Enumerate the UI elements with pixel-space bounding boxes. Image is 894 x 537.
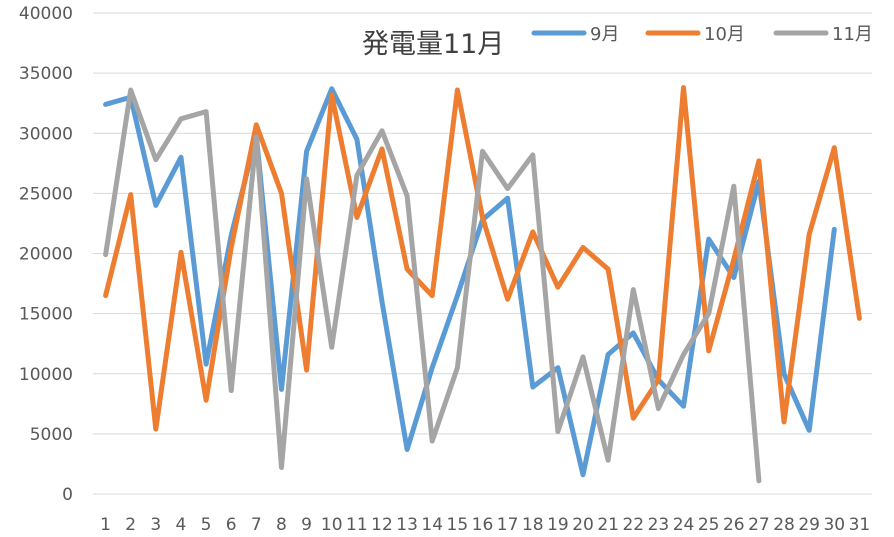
series-lines [103, 85, 862, 484]
x-tick-label: 16 [472, 515, 494, 535]
x-tick-label: 30 [823, 515, 845, 535]
x-tick-label: 27 [748, 515, 770, 535]
y-tick-label: 20000 [19, 245, 73, 265]
x-tick-label: 24 [673, 515, 695, 535]
x-tick-label: 6 [226, 515, 237, 535]
x-tick-label: 17 [497, 515, 519, 535]
x-tick-label: 12 [371, 515, 393, 535]
x-axis-ticks: 1 2 3 4 5 6 7 8 9 10 11 12 13 14 15 16 17 18 19 20 21 22 23 24 2… [100, 515, 870, 535]
x-tick-label: 25 [698, 515, 720, 535]
x-tick-label: 29 [798, 515, 820, 535]
x-tick-label: 11 [346, 515, 368, 535]
x-tick-label: 22 [622, 515, 644, 535]
x-tick-label: 15 [447, 515, 469, 535]
x-tick-label: 19 [547, 515, 569, 535]
chart-title: 発電量11月 [362, 29, 504, 60]
y-tick-label: 40000 [19, 4, 73, 24]
y-tick-label: 0 [62, 485, 73, 505]
x-tick-label: 20 [572, 515, 594, 535]
x-tick-label: 5 [201, 515, 212, 535]
x-tick-label: 28 [773, 515, 795, 535]
y-axis-ticks: 0 5000 10000 15000 20000 25000 30000 35000 40000 [19, 4, 73, 505]
x-tick-label: 4 [176, 515, 187, 535]
x-tick-label: 10 [321, 515, 343, 535]
x-tick-label: 23 [648, 515, 670, 535]
legend-label-2: 10月 [704, 24, 745, 45]
x-tick-label: 31 [849, 515, 871, 535]
x-tick-label: 13 [396, 515, 418, 535]
x-tick-label: 21 [597, 515, 619, 535]
x-tick-label: 9 [301, 515, 312, 535]
x-tick-label: 3 [150, 515, 161, 535]
series-line-3 [103, 87, 762, 484]
x-tick-label: 18 [522, 515, 544, 535]
y-tick-label: 15000 [19, 305, 73, 325]
x-tick-label: 26 [723, 515, 745, 535]
y-tick-label: 35000 [19, 64, 73, 84]
y-tick-label: 25000 [19, 184, 73, 204]
x-tick-label: 14 [421, 515, 443, 535]
legend-label-1: 9月 [590, 24, 619, 45]
y-tick-label: 30000 [19, 124, 73, 144]
x-tick-label: 1 [100, 515, 111, 535]
x-tick-label: 2 [125, 515, 136, 535]
series-line-2 [103, 85, 862, 432]
x-tick-label: 8 [276, 515, 287, 535]
legend: 9月 10月 11月 [531, 24, 873, 45]
x-tick-label: 7 [251, 515, 262, 535]
legend-label-3: 11月 [832, 24, 873, 45]
y-tick-label: 10000 [19, 365, 73, 385]
y-tick-label: 5000 [30, 425, 73, 445]
